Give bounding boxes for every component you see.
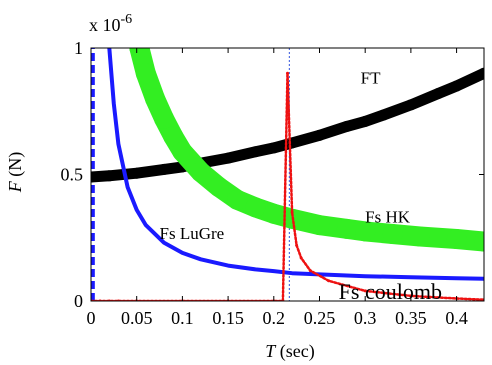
data-point-fs-lugre — [363, 274, 367, 278]
data-point-fs-coulomb — [327, 279, 331, 283]
data-point-fs-coulomb — [286, 71, 289, 75]
x-tick-label: 0.3 — [354, 308, 377, 328]
data-point-fs-hk — [154, 108, 175, 129]
data-point-fs-lugre — [409, 275, 413, 279]
data-point-fs-hk — [263, 203, 284, 224]
series-line-fs-lugre — [107, 48, 484, 281]
data-point-fs-coulomb — [299, 256, 303, 260]
data-point-fs-lugre — [254, 267, 257, 271]
data-point-ft — [314, 129, 325, 141]
annotation-fs-hk: Fs HK — [365, 208, 411, 227]
data-point-fs-lugre — [455, 276, 459, 280]
data-point-fs-hk — [309, 215, 330, 236]
data-point-ft — [250, 146, 261, 158]
x-tick-label: 0.4 — [445, 308, 468, 328]
ticks-layer: 0 0.05 0.1 0.15 0.2 0.25 0.3 0.35 0.4 0 0.5 1 — [61, 38, 484, 328]
x-tick-label: 0 — [87, 308, 96, 328]
data-point-fs-hk — [209, 177, 229, 198]
data-point-fs-hk — [410, 226, 430, 247]
labels-layer: x 10-6 T (sec) F (N) — [5, 12, 315, 362]
data-point-fs-hk — [355, 221, 376, 242]
data-point-fs-hk — [145, 88, 165, 109]
y-tick-label: 0 — [74, 291, 83, 311]
data-point-fs-hk — [172, 141, 193, 162]
data-point-ft — [158, 163, 170, 175]
data-point-ft — [432, 88, 444, 99]
annotation-fs-coulomb: Fs coulomb — [339, 279, 442, 304]
data-point-fs-lugre — [162, 241, 166, 245]
data-point-fs-hk — [446, 229, 467, 249]
data-point-fs-coulomb — [409, 294, 413, 298]
y-tick-label: 0.5 — [61, 165, 84, 185]
x-tick-label: 0.05 — [121, 308, 153, 328]
data-point-fs-lugre — [116, 142, 120, 146]
annotation-fs-lugre: Fs LuGre — [160, 224, 225, 243]
x-tick-label: 0.25 — [304, 308, 336, 328]
annotation-layer: FT Fs HK Fs LuGre Fs coulomb — [160, 68, 442, 304]
data-point-ft — [378, 109, 389, 121]
data-point-fs-coulomb — [363, 289, 367, 293]
data-point-fs-lugre — [144, 223, 148, 227]
data-point-fs-lugre — [112, 102, 116, 106]
data-point-ft — [478, 67, 484, 79]
series-layer — [91, 48, 484, 301]
data-point-fs-lugre — [135, 208, 139, 212]
data-point-fs-hk — [227, 189, 248, 210]
data-point-ft — [359, 115, 371, 127]
axis-exponent-label: x 10-6 — [89, 12, 132, 35]
annotation-ft: FT — [361, 68, 381, 87]
data-point-fs-coulomb — [295, 243, 299, 247]
data-point-fs-hk — [190, 162, 211, 182]
data-point-fs-hk — [245, 197, 266, 218]
data-point-ft — [286, 137, 298, 149]
data-point-ft — [341, 120, 353, 132]
data-point-ft — [131, 167, 143, 179]
data-point-fs-lugre — [199, 257, 203, 261]
data-point-fs-lugre — [272, 269, 276, 273]
data-point-ft — [222, 152, 234, 164]
data-point-fs-lugre — [226, 264, 230, 268]
data-point-fs-coulomb — [308, 269, 312, 273]
data-point-ft — [103, 170, 115, 182]
x-tick-label: 0.35 — [395, 308, 427, 328]
data-point-fs-hk — [382, 224, 403, 244]
data-point-fs-hk — [474, 231, 484, 252]
y-tick-label: 1 — [74, 38, 83, 58]
x-tick-label: 0.2 — [263, 308, 286, 328]
data-point-ft — [405, 99, 417, 111]
data-point-fs-hk — [135, 63, 156, 84]
data-point-fs-coulomb — [290, 210, 294, 214]
data-point-fs-hk — [163, 126, 184, 147]
data-point-fs-hk — [336, 218, 357, 239]
data-point-fs-lugre — [126, 185, 130, 189]
data-point-ft — [451, 80, 463, 92]
y-axis-label: F (N) — [5, 152, 26, 194]
data-point-fs-lugre — [180, 251, 184, 255]
x-axis-label: T (sec) — [265, 341, 315, 362]
data-point-ft — [268, 142, 280, 154]
x-tick-label: 0.1 — [171, 308, 194, 328]
data-point-fs-lugre — [290, 271, 294, 275]
series-line-fs-hk — [129, 48, 484, 252]
x-tick-label: 0.15 — [212, 308, 244, 328]
data-point-fs-hk — [129, 48, 150, 58]
